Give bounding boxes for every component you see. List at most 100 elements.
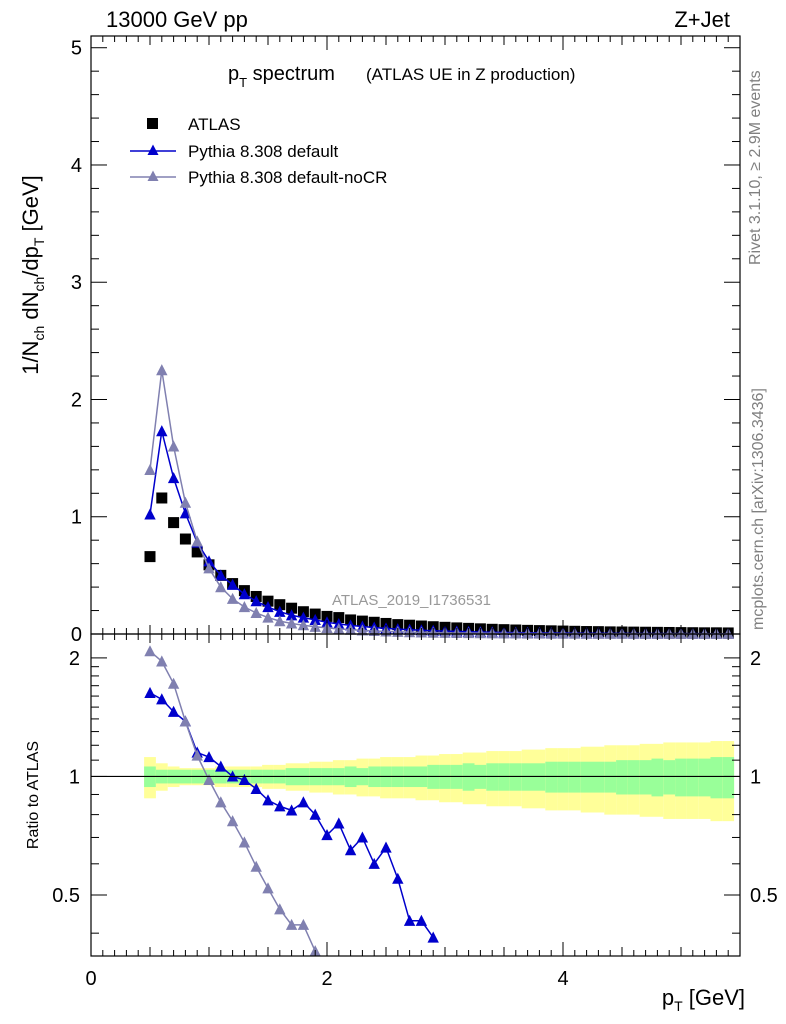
default-point [285,609,298,621]
ratio-nocr-point [297,918,310,930]
main-y-tick-label: 1 [71,507,82,529]
ratio-default-point [368,857,380,869]
band-inner-bin [604,761,617,793]
ratio-nocr-point [167,677,180,689]
atlas-data-point [333,612,345,624]
nocr-point [191,535,203,547]
main-y-tick-label: 3 [71,272,82,294]
band-inner-bin [663,760,676,795]
band-inner-bin [722,757,735,799]
default-point [309,613,321,626]
nocr-point [203,562,215,574]
nocr-point [250,606,262,618]
x-tick-label: 2 [321,968,332,990]
ratio-frame [90,633,741,957]
nocr-point [309,620,321,632]
default-point [226,578,239,590]
ratio-nocr-point [250,860,262,872]
ratio-y-tick-label-right: 0.5 [750,885,778,907]
legend-label-atlas: ATLAS [188,115,241,134]
chart-title: pT spectrum [228,63,335,90]
ratio-default-point [297,796,310,808]
band-inner-bin [686,758,699,797]
mcplots-label: mcplots.cern.ch [arXiv:1306.3436] [750,388,767,630]
default-point [167,472,180,484]
ratio-nocr-point [144,645,156,657]
ratio-nocr-point [191,749,203,761]
atlas-data-point [274,599,286,611]
ratio-default-point [309,808,321,820]
ratio-nocr-point [156,655,168,667]
main-ylabel: 1/Nch dNch/dpT [GeV] [18,175,47,375]
legend-label-nocr: Pythia 8.308 default-noCR [188,168,387,187]
band-inner-bin [675,758,687,797]
ratio-default-point [144,686,156,698]
ratio-default-point [238,773,251,786]
nocr-point [274,615,286,627]
process-label: Z+Jet [674,7,730,32]
ratio-default-point [356,831,369,843]
title-main: p [228,63,239,85]
ratio-y-tick-label-right: 1 [750,766,761,788]
ratio-line-1 [149,650,316,952]
default-point [250,595,262,607]
ratio-nocr-point [274,903,286,915]
band-inner-bin [568,761,581,793]
nocr-point [156,364,168,376]
nocr-point [167,440,180,452]
main-y-tick-label: 0 [71,624,82,646]
legend: ATLAS Pythia 8.308 default Pythia 8.308 … [130,115,387,187]
atlas-data-point [286,602,298,614]
band-inner-bin [592,761,605,793]
default-point [297,611,310,623]
default-point [274,605,286,617]
x-tick-label: 0 [85,968,96,990]
ratio-ylabel: Ratio to ATLAS [25,741,42,849]
legend-label-default: Pythia 8.308 default [188,142,339,161]
atlas-data-point [144,551,156,563]
title-sub: T [239,75,247,90]
main-y-tick-label: 5 [71,38,82,60]
ratio-default-point [392,872,404,884]
atlas-data-point [168,517,180,529]
atlas-data-point [191,546,203,558]
ratio-nocr-point [238,836,251,848]
band-inner-bin [616,760,628,795]
rivet-label: Rivet 3.1.10, ≥ 2.9M events [747,70,764,265]
ratio-default-point [403,914,416,926]
ratio-default-point [333,817,345,829]
default-point [156,425,168,437]
title-rest: spectrum [247,63,335,85]
chart-subtitle: (ATLAS UE in Z production) [366,65,575,84]
ratio-nocr-point [203,773,215,786]
band-inner-bin [580,761,593,793]
ratio-default-point [274,800,286,812]
main-y-tick-label: 4 [71,155,82,177]
main-y-tick-label: 2 [71,389,82,411]
atlas-data-point [179,533,191,545]
ratio-nocr-point [226,815,239,827]
legend-marker-default [147,144,159,155]
analysis-id: ATLAS_2019_I1736531 [332,592,491,609]
ratio-nocr-point [179,715,192,727]
ratio-default-point [285,804,298,816]
default-point [238,588,251,600]
nocr-point [238,601,251,613]
ratio-default-point [321,829,333,841]
ratio-default-point [203,751,215,763]
band-inner-bin [651,758,664,797]
nocr-point [215,581,227,593]
ratio-default-point [344,844,357,856]
nocr-point [262,611,274,623]
ratio-nocr-point [215,796,227,808]
band-inner-bin [710,757,723,799]
band-inner-bin [639,760,652,795]
atlas-data-point [156,492,168,504]
legend-marker-atlas [147,118,158,129]
ratio-default-point [156,693,168,705]
ratio-default-point [415,914,428,926]
ratio-y-tick-label-right: 2 [750,648,761,670]
nocr-point [297,619,310,631]
ratio-default-point [427,931,439,943]
